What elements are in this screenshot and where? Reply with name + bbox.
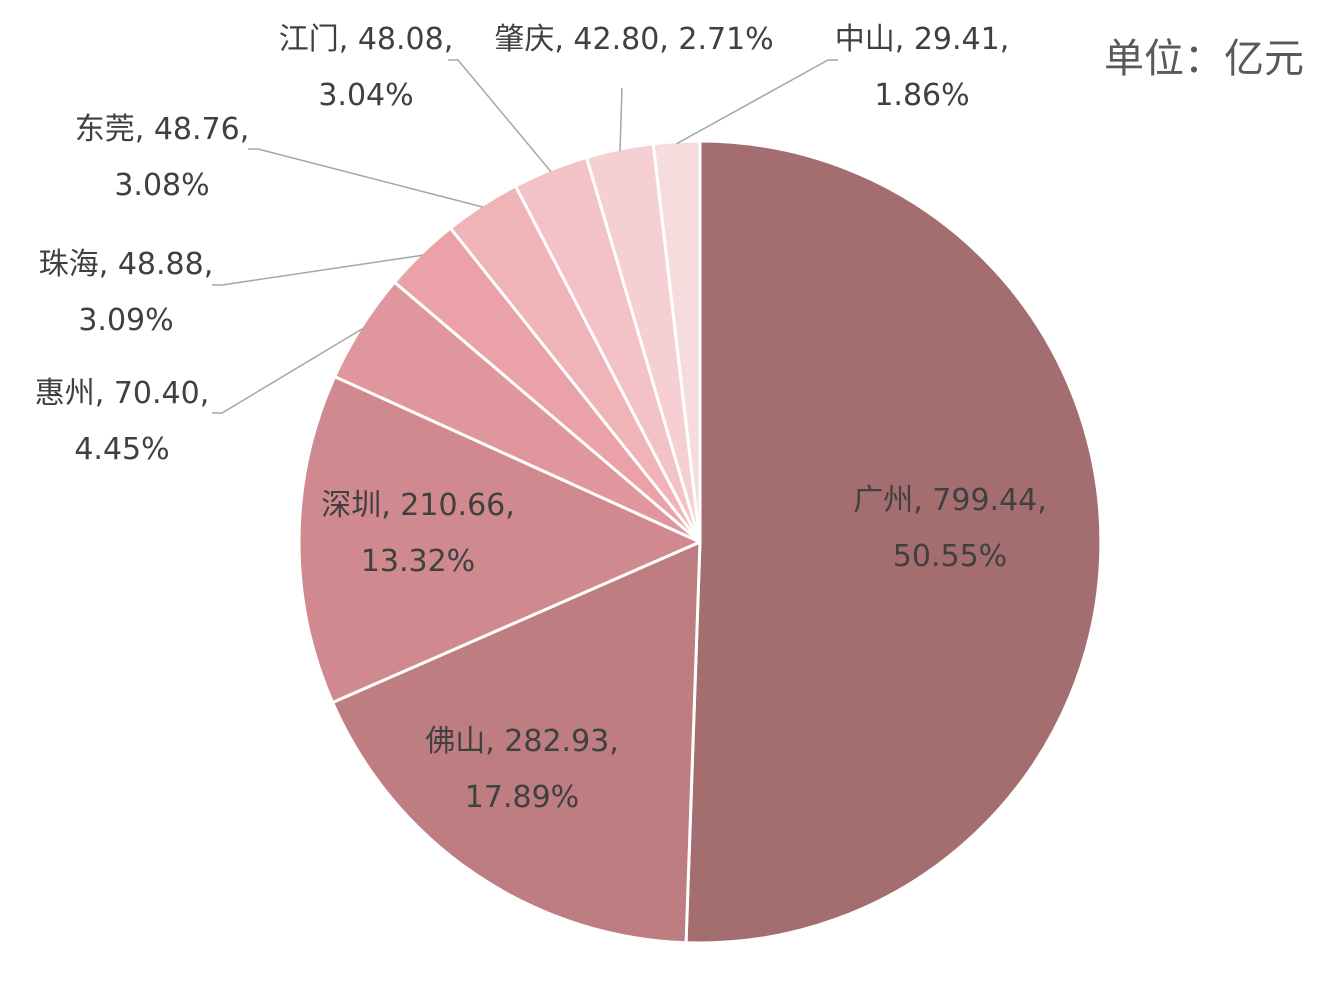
pie-slice-0 xyxy=(684,139,1103,945)
slice-percent-5: 3.08% xyxy=(114,168,209,203)
leader-line-6 xyxy=(448,59,552,173)
slice-percent-2: 13.32% xyxy=(361,544,475,579)
leader-line-3 xyxy=(212,327,364,414)
slice-label-5: 东莞, 48.76, xyxy=(75,112,250,147)
slice-percent-1: 17.89% xyxy=(465,780,579,815)
slice-label-0: 广州, 799.44, xyxy=(853,483,1047,518)
pie-slice-1 xyxy=(331,540,702,945)
slice-percent-6: 3.04% xyxy=(318,78,413,113)
unit-label: 单位：亿元 xyxy=(1104,36,1304,82)
slice-percent-0: 50.55% xyxy=(893,539,1007,574)
slice-label-2: 深圳, 210.66, xyxy=(321,488,515,523)
slice-label-4: 珠海, 48.88, xyxy=(39,247,214,282)
leader-line-8 xyxy=(676,59,838,145)
leader-line-5 xyxy=(248,148,484,208)
pie-slice-2 xyxy=(297,375,702,705)
leader-line-4 xyxy=(212,254,423,286)
slice-percent-3: 4.45% xyxy=(74,432,169,467)
pie-slice-8 xyxy=(651,139,702,544)
slice-percent-8: 1.86% xyxy=(874,78,969,113)
slice-label-3: 惠州, 70.40, xyxy=(35,376,210,411)
slice-label-1: 佛山, 282.93, xyxy=(425,724,619,759)
leader-line-7 xyxy=(619,87,623,152)
pie-slices xyxy=(297,139,1103,945)
slice-label-6: 江门, 48.08, xyxy=(279,22,454,57)
leader-lines xyxy=(212,59,838,414)
slice-percent-4: 3.09% xyxy=(78,303,173,338)
slice-label-8: 中山, 29.41, xyxy=(835,22,1010,57)
slice-label-7: 肇庆, 42.80, 2.71% xyxy=(494,22,773,57)
slice-labels: 广州, 799.44, 50.55% 佛山, 282.93, 17.89% 深圳, 21… xyxy=(35,22,1047,815)
